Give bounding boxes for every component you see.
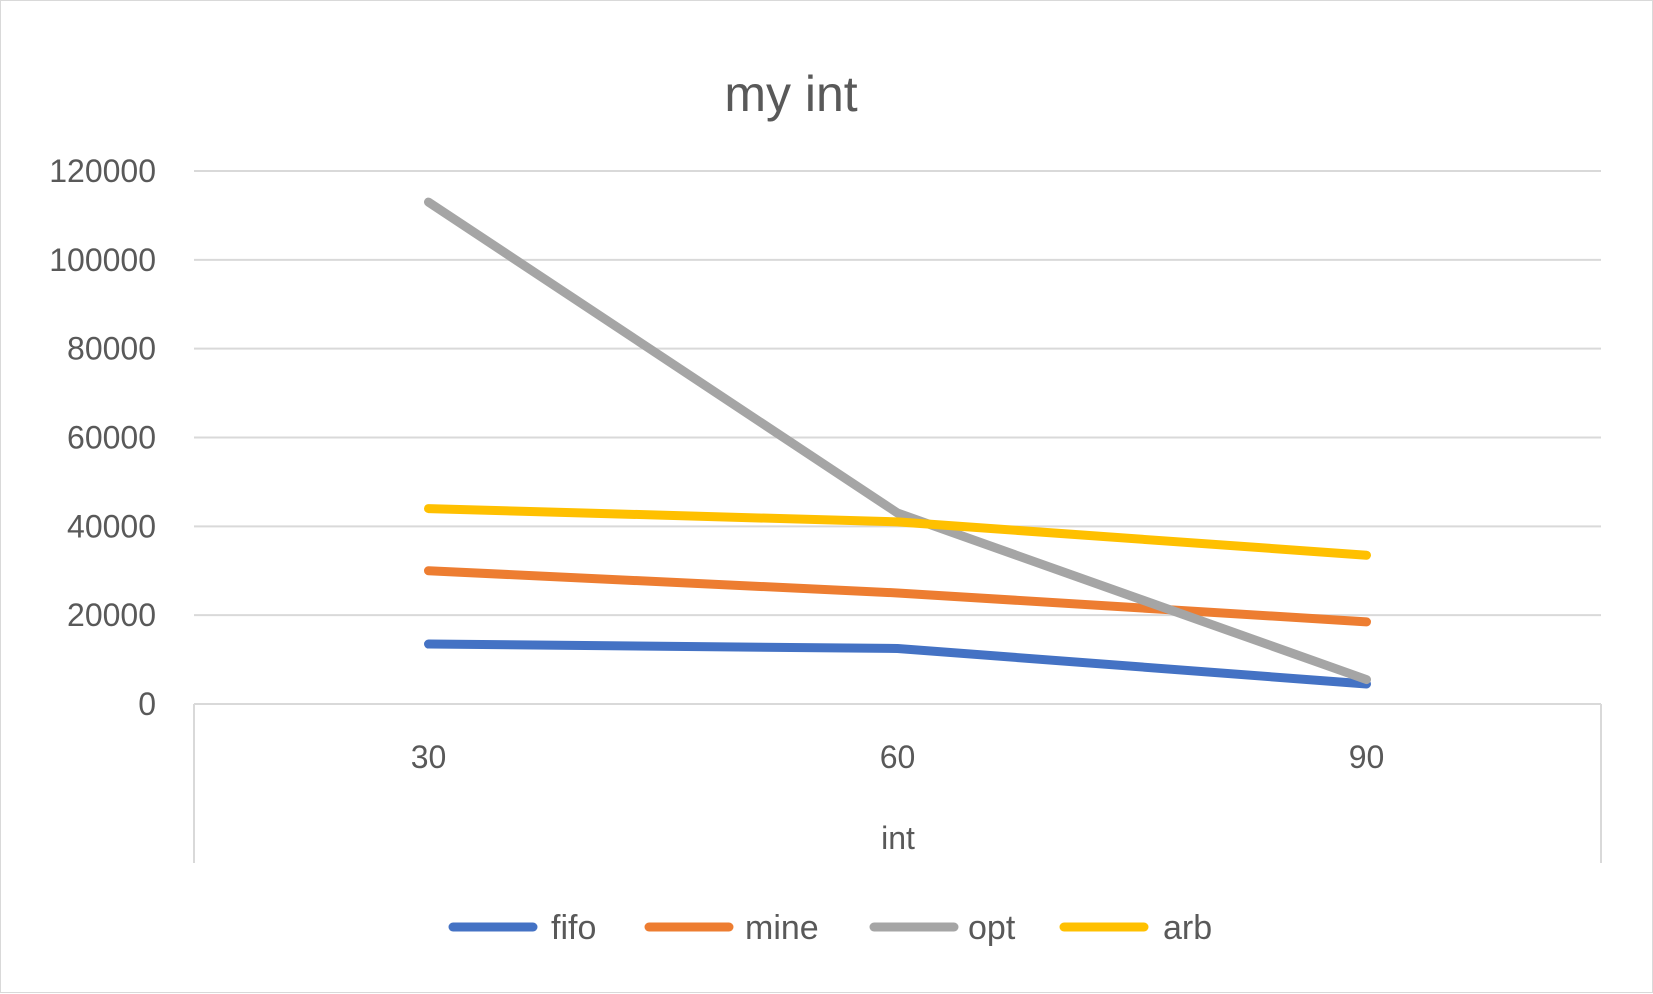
x-tick-label: 90: [1349, 739, 1385, 775]
legend-label-fifo: fifo: [551, 909, 596, 947]
x-tick-label: 30: [411, 739, 447, 775]
series-line-mine: [424, 566, 1371, 627]
series-line-opt: [424, 197, 1371, 685]
legend: fifo mine opt arb: [448, 909, 1212, 947]
series-line-fifo: [424, 639, 1371, 689]
chart-title: my int: [724, 66, 857, 122]
legend-label-arb: arb: [1163, 909, 1212, 947]
series-line-arb: [424, 504, 1371, 560]
legend-label-mine: mine: [745, 909, 819, 947]
x-tick-label: 60: [880, 739, 916, 775]
y-tick-label: 20000: [67, 597, 156, 633]
series-lines: [424, 197, 1371, 689]
axes: 0 20000 40000 60000 80000 100000 120000 30 60 90: [49, 153, 1602, 863]
y-tick-label: 100000: [49, 242, 156, 278]
legend-label-opt: opt: [968, 909, 1016, 947]
y-tick-label: 120000: [49, 153, 156, 189]
y-tick-label: 40000: [67, 508, 156, 544]
x-axis-title: int: [881, 820, 915, 856]
y-tick-label: 80000: [67, 331, 156, 367]
gridlines: [194, 170, 1601, 617]
y-tick-label: 60000: [67, 420, 156, 456]
y-tick-label: 0: [138, 686, 156, 722]
